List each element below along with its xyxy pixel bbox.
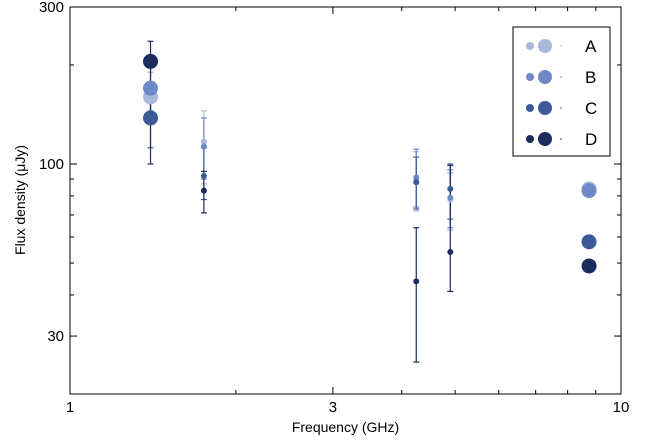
data-point-d [581,258,597,274]
data-point-b [581,183,597,199]
data-point-d [413,278,420,285]
x-tick-label: 1 [66,399,74,416]
legend-label-b: B [585,68,596,87]
data-point-c [581,234,597,250]
y-axis-label: Flux density (μJy) [12,145,28,255]
axis-ticks: 1 3 10 30 100 300 [39,0,629,416]
data-markers [143,53,597,285]
data-point-c [413,179,420,186]
data-point-d [447,249,454,256]
legend-label-d: D [585,130,597,149]
data-point-a [200,138,207,145]
legend-marker-small [526,135,534,143]
data-point-d [143,53,159,69]
legend-marker-small [526,73,534,81]
data-point-c [447,185,454,192]
legend-label-c: C [585,99,597,118]
data-point-c [143,110,159,126]
y-tick-label: 30 [47,328,64,345]
y-tick-label: 300 [39,0,64,16]
legend-marker-small [526,42,534,50]
data-point-d [200,187,207,194]
x-tick-label: 3 [329,399,337,416]
legend-marker-small [526,104,534,112]
legend-marker-dot [560,138,562,140]
y-tick-label: 100 [39,156,64,173]
legend-marker-large [538,39,552,53]
data-point-b [413,174,420,181]
x-tick-label: 10 [613,399,630,416]
x-axis-label: Frequency (GHz) [292,419,399,435]
data-point-c [200,172,207,179]
legend-marker-dot [560,45,562,47]
legend-marker-large [538,101,552,115]
legend-marker-large [538,70,552,84]
legend-marker-large [538,132,552,146]
data-point-b [143,80,159,96]
legend-marker-dot [560,76,562,78]
data-point-b [200,143,207,150]
legend-marker-dot [560,107,562,109]
data-point-b [447,194,454,201]
legend-label-a: A [585,37,597,56]
